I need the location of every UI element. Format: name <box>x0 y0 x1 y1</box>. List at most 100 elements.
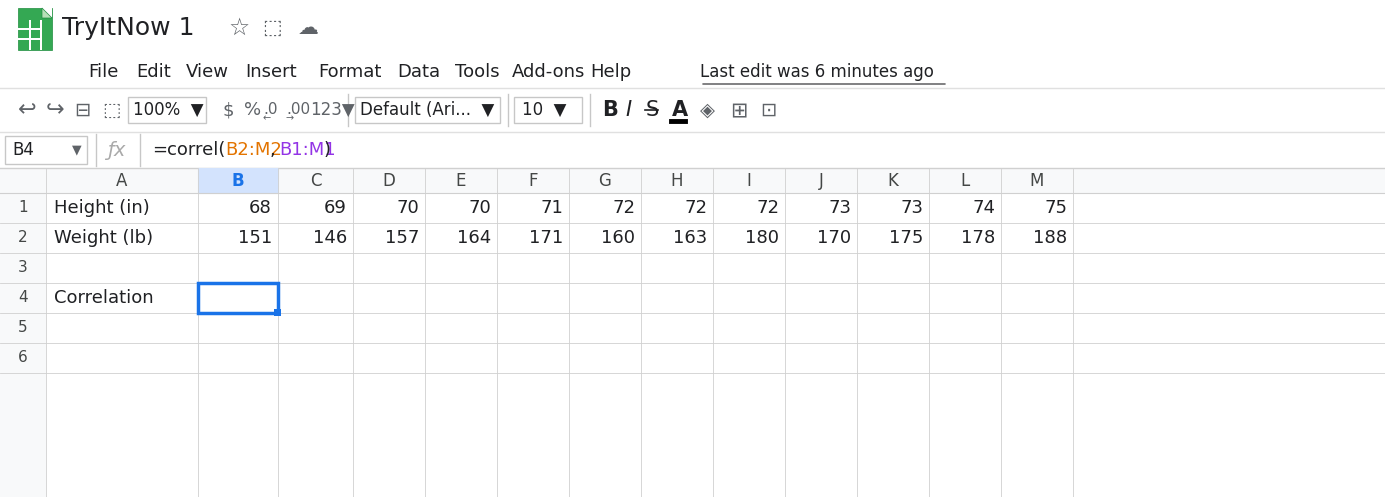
Text: 146: 146 <box>313 229 348 247</box>
Text: 160: 160 <box>601 229 634 247</box>
Text: 73: 73 <box>900 199 922 217</box>
Text: F: F <box>528 171 537 189</box>
Text: Insert: Insert <box>245 63 296 81</box>
Bar <box>274 309 281 316</box>
Text: ▼: ▼ <box>72 144 82 157</box>
Text: ⬚: ⬚ <box>102 100 120 119</box>
Text: A: A <box>672 100 688 120</box>
Text: 6: 6 <box>18 350 28 365</box>
Text: Data: Data <box>397 63 440 81</box>
Text: 123▼: 123▼ <box>310 101 355 119</box>
Text: I: I <box>625 100 632 120</box>
Text: D: D <box>382 171 396 189</box>
Text: ☆: ☆ <box>229 16 249 40</box>
Text: 163: 163 <box>673 229 706 247</box>
Text: 1: 1 <box>18 200 28 216</box>
Text: E: E <box>456 171 467 189</box>
Bar <box>0 0 1385 56</box>
Bar <box>127 97 206 123</box>
Text: ): ) <box>324 141 331 159</box>
Text: Default (Ari...  ▼: Default (Ari... ▼ <box>360 101 494 119</box>
Text: Edit: Edit <box>136 63 170 81</box>
Text: C: C <box>310 171 321 189</box>
Text: =correl(: =correl( <box>152 141 226 159</box>
Text: 5: 5 <box>18 321 28 335</box>
Text: B: B <box>602 100 618 120</box>
Text: B: B <box>231 171 244 189</box>
Text: ,: , <box>270 141 276 159</box>
Text: ⬚: ⬚ <box>262 18 281 38</box>
Text: 10  ▼: 10 ▼ <box>522 101 566 119</box>
Text: .00: .00 <box>285 102 310 117</box>
Text: H: H <box>670 171 683 189</box>
Text: J: J <box>819 171 824 189</box>
Text: 3: 3 <box>18 260 28 275</box>
Text: 157: 157 <box>385 229 420 247</box>
Text: ↪: ↪ <box>46 100 65 120</box>
Text: A: A <box>116 171 127 189</box>
Text: 100%  ▼: 100% ▼ <box>133 101 204 119</box>
Bar <box>198 283 278 313</box>
Text: B2:M2: B2:M2 <box>224 141 283 159</box>
Text: Last edit was 6 minutes ago: Last edit was 6 minutes ago <box>699 63 933 81</box>
Text: 69: 69 <box>324 199 348 217</box>
Text: 164: 164 <box>457 229 492 247</box>
Text: 73: 73 <box>828 199 850 217</box>
Bar <box>0 56 1385 88</box>
Text: 68: 68 <box>249 199 271 217</box>
Text: S: S <box>645 100 659 120</box>
Text: 75: 75 <box>1044 199 1066 217</box>
Text: %: % <box>244 101 262 119</box>
Bar <box>18 28 42 30</box>
Text: 178: 178 <box>961 229 994 247</box>
Text: 171: 171 <box>529 229 562 247</box>
Text: 70: 70 <box>396 199 420 217</box>
Polygon shape <box>42 8 53 18</box>
Text: Correlation: Correlation <box>54 289 154 307</box>
Text: 72: 72 <box>612 199 634 217</box>
Text: →: → <box>285 113 294 123</box>
Text: Weight (lb): Weight (lb) <box>54 229 154 247</box>
Text: Tools: Tools <box>456 63 500 81</box>
Text: I: I <box>747 171 752 189</box>
Text: ←: ← <box>263 113 271 123</box>
Text: 151: 151 <box>238 229 271 247</box>
Text: 71: 71 <box>540 199 562 217</box>
Bar <box>42 8 53 18</box>
Text: 2: 2 <box>18 231 28 246</box>
Bar <box>0 132 1385 168</box>
Text: 72: 72 <box>684 199 706 217</box>
Text: 4: 4 <box>18 291 28 306</box>
Text: ↩: ↩ <box>18 100 36 120</box>
Text: 188: 188 <box>1033 229 1066 247</box>
Text: K: K <box>888 171 899 189</box>
Bar <box>0 168 1385 497</box>
Bar <box>6 136 87 164</box>
Bar <box>18 38 42 40</box>
Text: 70: 70 <box>468 199 492 217</box>
Text: File: File <box>89 63 118 81</box>
Text: $: $ <box>222 101 234 119</box>
Text: 175: 175 <box>889 229 922 247</box>
Text: G: G <box>598 171 611 189</box>
Text: 170: 170 <box>817 229 850 247</box>
Text: ⊡: ⊡ <box>760 100 777 119</box>
Text: Add-ons: Add-ons <box>512 63 586 81</box>
Text: Height (in): Height (in) <box>54 199 150 217</box>
Text: .0: .0 <box>263 102 277 117</box>
Text: 72: 72 <box>756 199 778 217</box>
Bar <box>355 97 500 123</box>
Text: TryItNow 1: TryItNow 1 <box>62 16 194 40</box>
Text: B1:M1: B1:M1 <box>278 141 335 159</box>
Bar <box>0 88 1385 132</box>
Text: B4: B4 <box>12 141 33 159</box>
Text: Help: Help <box>590 63 632 81</box>
Text: ƒx: ƒx <box>107 141 126 160</box>
Bar <box>198 168 278 193</box>
Text: ☁: ☁ <box>298 18 319 38</box>
Text: M: M <box>1030 171 1044 189</box>
Bar <box>29 20 30 50</box>
Text: View: View <box>186 63 229 81</box>
Text: ◈: ◈ <box>699 100 715 119</box>
Text: 74: 74 <box>972 199 994 217</box>
